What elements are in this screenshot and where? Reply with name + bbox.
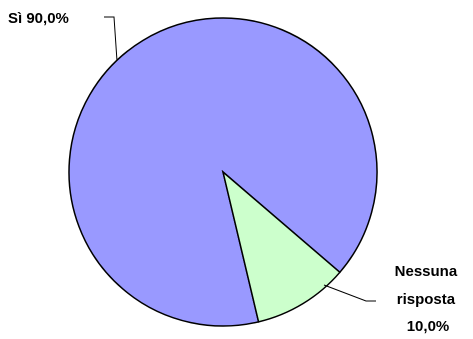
slice-label-nessuna-risposta: Nessuna risposta 10,0%	[395, 263, 462, 335]
pie-slices	[68, 17, 378, 327]
slice-label-nessuna-risposta-line3: 10,0%	[407, 318, 450, 335]
slice-label-nessuna-risposta-line2: risposta	[397, 291, 456, 308]
leader-lines	[104, 16, 376, 302]
leader-line-si	[104, 16, 118, 62]
leader-line-nessuna-risposta	[323, 284, 376, 302]
slice-label-nessuna-risposta-line1: Nessuna	[395, 263, 458, 280]
pie-slice-nessuna-risposta	[221, 169, 341, 323]
slice-label-si: Sì 90,0%	[8, 10, 69, 27]
